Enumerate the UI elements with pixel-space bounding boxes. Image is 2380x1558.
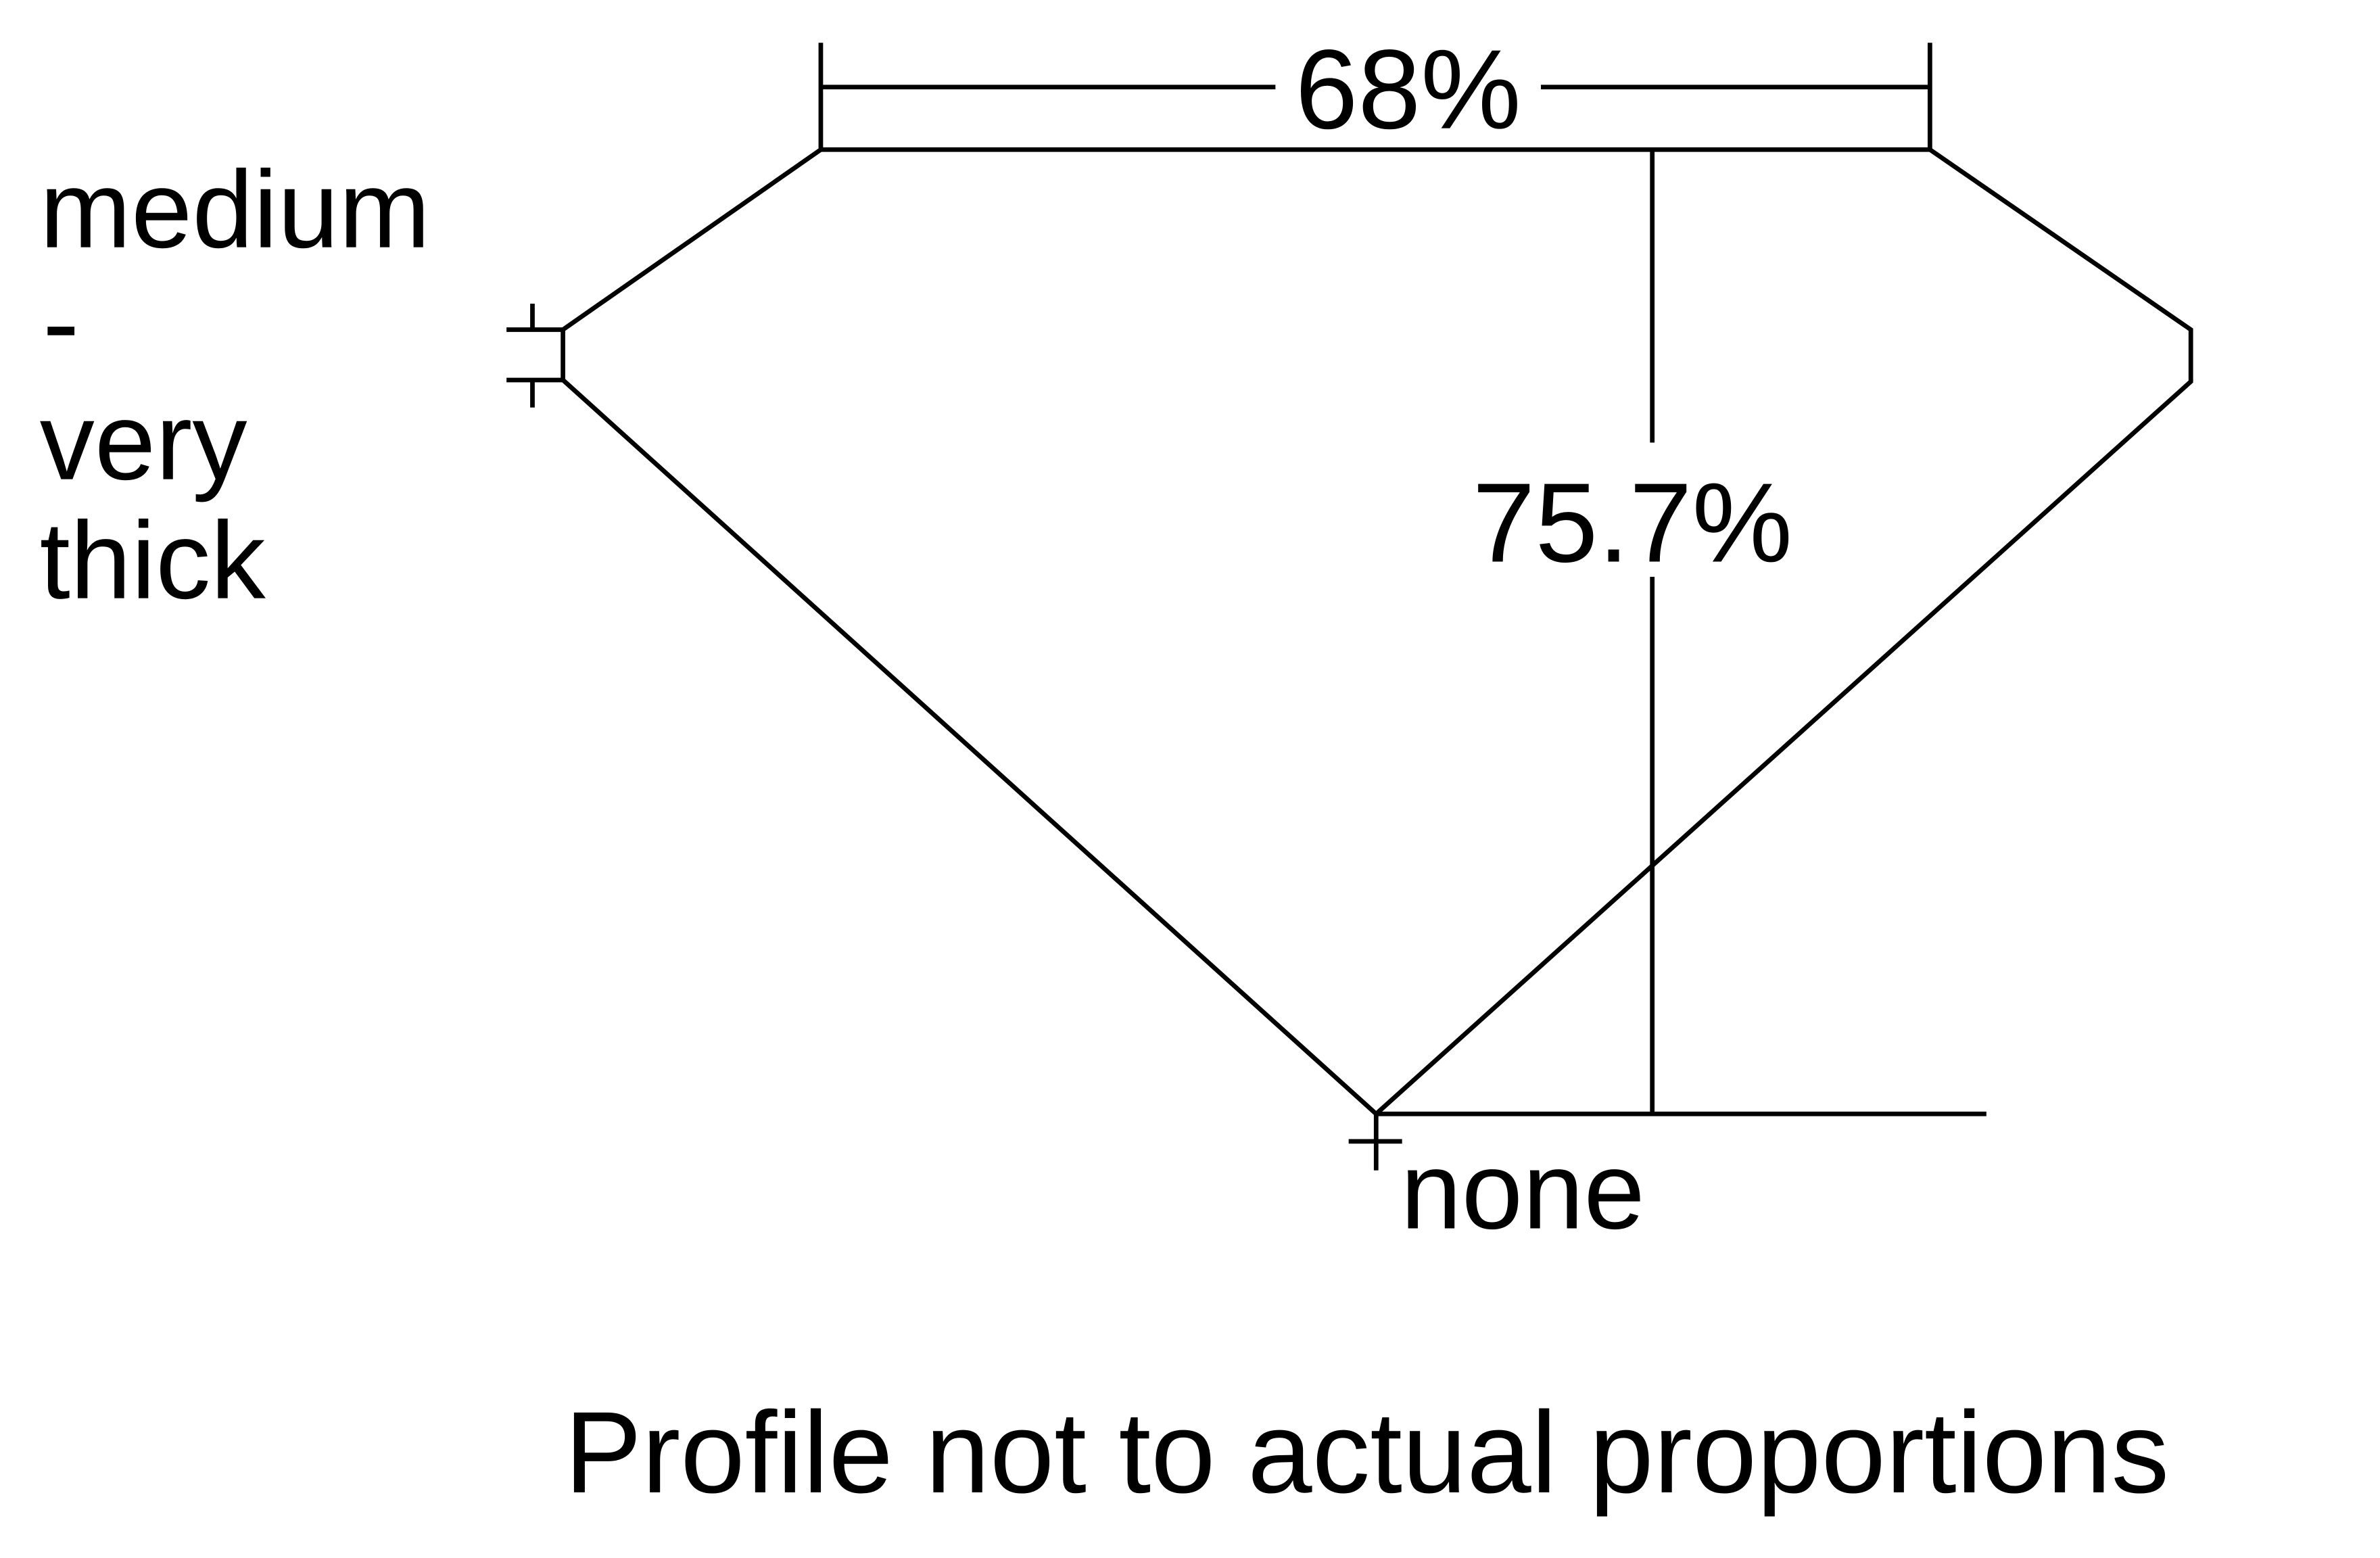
table-percentage-label: 68% [1295,27,1521,153]
proportions-note: Profile not to actual proportions [565,1388,2169,1517]
culet-label: none [1400,1130,1644,1252]
girdle-label-line-3: very [40,381,247,503]
depth-percentage-label: 75.7% [1473,460,1792,586]
girdle-label-line-4: thick [40,500,266,622]
girdle-label-line-2: - [43,262,79,384]
girdle-label-line-1: medium [40,149,431,271]
gem-profile-outline [561,147,2193,1117]
